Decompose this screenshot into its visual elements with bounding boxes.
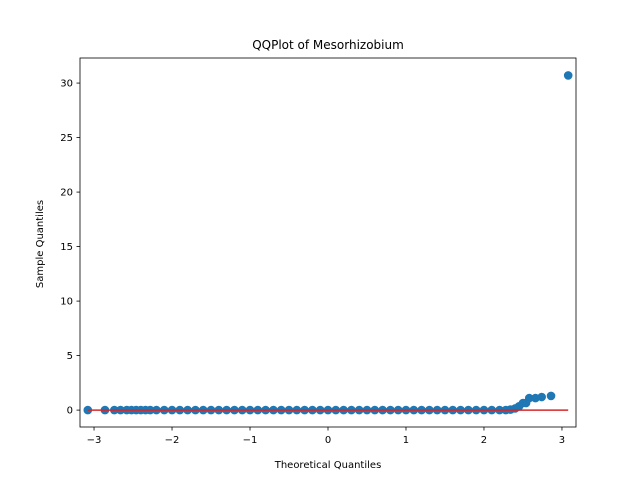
- x-tick-label: 0: [325, 435, 331, 446]
- y-tick-label: 25: [60, 133, 73, 144]
- y-tick-label: 10: [60, 297, 73, 308]
- data-point: [524, 393, 534, 403]
- data-point: [563, 71, 573, 80]
- x-tick-label: −1: [243, 435, 258, 446]
- x-tick-label: −3: [87, 435, 102, 446]
- data-point: [546, 391, 556, 401]
- chart-title: QQPlot of Mesorhizobium: [252, 38, 404, 52]
- data-point: [537, 392, 546, 402]
- x-tick-label: 2: [481, 435, 487, 446]
- y-axis-label: Sample Quantiles: [35, 200, 46, 288]
- y-tick-label: 5: [67, 351, 73, 362]
- y-tick-label: 30: [60, 79, 73, 90]
- x-tick-label: 3: [559, 435, 565, 446]
- y-tick-label: 15: [60, 242, 73, 253]
- x-axis-label: Theoretical Quantiles: [274, 460, 382, 471]
- y-tick-label: 0: [67, 406, 73, 417]
- x-tick-label: 1: [403, 435, 409, 446]
- plot-marks: [83, 71, 573, 415]
- plot-frame: [79, 57, 577, 428]
- x-tick-label: −2: [165, 435, 180, 446]
- y-tick-label: 20: [60, 188, 73, 199]
